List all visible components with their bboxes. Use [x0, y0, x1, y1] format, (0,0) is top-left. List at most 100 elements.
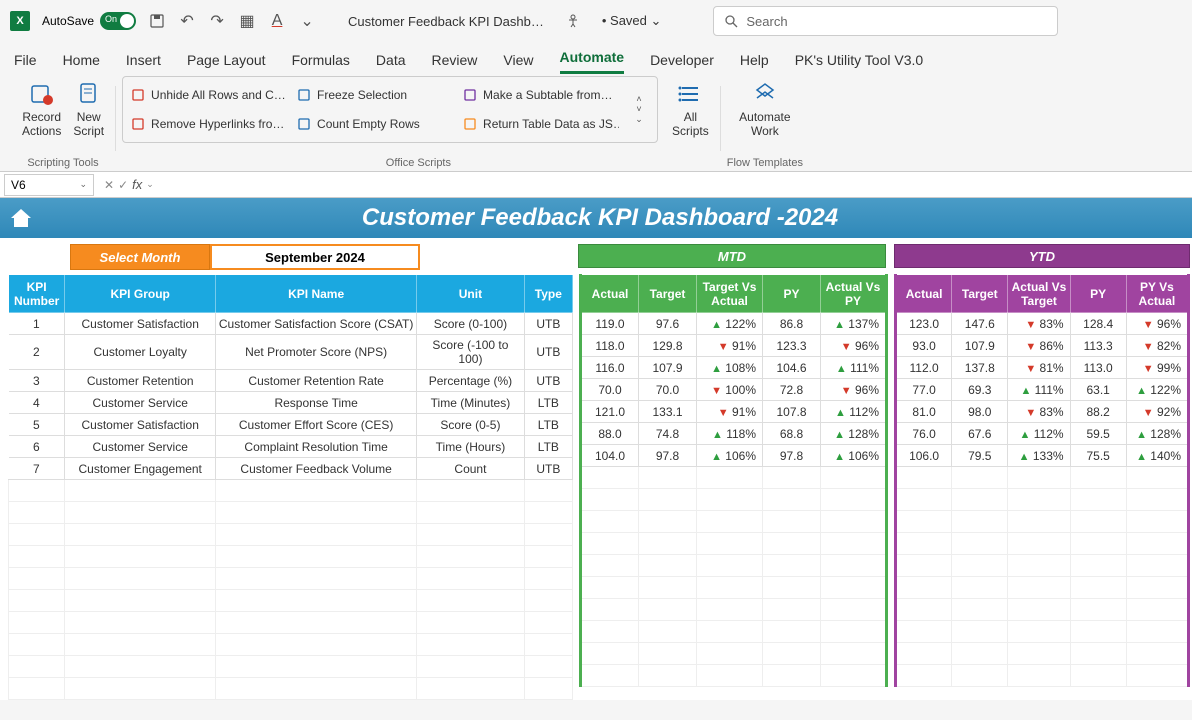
- col-header: PY: [1070, 275, 1126, 313]
- table-row: 106.079.5▲ 133%75.5▲ 140%: [896, 445, 1189, 467]
- group-label: Office Scripts: [386, 157, 451, 171]
- tab-review[interactable]: Review: [432, 52, 478, 74]
- fx-icon[interactable]: fx: [132, 177, 142, 192]
- script-gallery[interactable]: Unhide All Rows and C…Freeze SelectionMa…: [122, 76, 658, 143]
- col-header: KPI Name: [216, 275, 417, 313]
- select-month-value[interactable]: September 2024: [210, 244, 420, 270]
- document-title: Customer Feedback KPI Dashb…: [348, 14, 544, 29]
- col-header: KPI Group: [65, 275, 216, 313]
- col-header: Actual VsPY: [821, 275, 887, 313]
- home-icon[interactable]: [8, 205, 34, 231]
- script-item[interactable]: Freeze Selection: [293, 81, 453, 108]
- select-month-label: Select Month: [70, 244, 210, 270]
- table-row: 76.067.6▲ 112%59.5▲ 128%: [896, 423, 1189, 445]
- tab-formulas[interactable]: Formulas: [292, 52, 350, 74]
- table-row: 6Customer ServiceComplaint Resolution Ti…: [9, 436, 573, 458]
- more-icon[interactable]: ⌄: [298, 12, 316, 30]
- chevron-down-icon[interactable]: ⌄: [79, 179, 87, 190]
- col-header: Target VsActual: [697, 275, 763, 313]
- col-header: PY: [763, 275, 821, 313]
- save-icon[interactable]: [148, 12, 166, 30]
- new-script-button[interactable]: New Script: [67, 76, 110, 143]
- accessibility-icon[interactable]: [564, 12, 582, 30]
- ytd-section-label: YTD: [894, 244, 1190, 268]
- automate-work-button[interactable]: Automate Work: [733, 76, 796, 143]
- search-input[interactable]: Search: [713, 6, 1058, 36]
- scripting-tools-group: Record Actions New Script Scripting Tool…: [10, 76, 116, 171]
- redo-icon[interactable]: ↷: [208, 12, 226, 30]
- tab-view[interactable]: View: [503, 52, 533, 74]
- borders-icon[interactable]: ▦: [238, 12, 256, 30]
- tab-home[interactable]: Home: [63, 52, 100, 74]
- all-scripts-button[interactable]: All Scripts: [666, 76, 715, 143]
- dashboard: Customer Feedback KPI Dashboard -2024 Se…: [0, 198, 1192, 700]
- table-row: 4Customer ServiceResponse TimeTime (Minu…: [9, 392, 573, 414]
- script-item[interactable]: Return Table Data as JS…: [459, 110, 619, 137]
- gallery-scroll[interactable]: ˄˅⌄: [625, 81, 653, 138]
- script-item[interactable]: Make a Subtable from…: [459, 81, 619, 108]
- table-row: 7Customer EngagementCustomer Feedback Vo…: [9, 458, 573, 480]
- formula-input[interactable]: [160, 174, 1192, 196]
- table-row: 3Customer RetentionCustomer Retention Ra…: [9, 370, 573, 392]
- tab-file[interactable]: File: [14, 52, 37, 74]
- font-color-icon[interactable]: A: [268, 12, 286, 30]
- search-icon: [724, 14, 738, 28]
- ribbon: Record Actions New Script Scripting Tool…: [0, 74, 1192, 172]
- table-row: 119.097.6▲ 122%86.8▲ 137%: [581, 313, 887, 335]
- name-box[interactable]: V6 ⌄: [4, 174, 94, 196]
- col-header: Actual VsTarget: [1008, 275, 1070, 313]
- title-bar: X AutoSave On ↶ ↷ ▦ A ⌄ Customer Feedbac…: [0, 0, 1192, 42]
- record-actions-button[interactable]: Record Actions: [16, 76, 67, 143]
- table-row: 5Customer SatisfactionCustomer Effort Sc…: [9, 414, 573, 436]
- col-header: Actual: [896, 275, 952, 313]
- script-item[interactable]: Count Empty Rows: [293, 110, 453, 137]
- table-row: 2Customer LoyaltyNet Promoter Score (NPS…: [9, 335, 573, 370]
- chevron-down-icon[interactable]: ⌄: [146, 179, 154, 190]
- tab-automate[interactable]: Automate: [560, 49, 625, 74]
- col-header: Target: [639, 275, 697, 313]
- autosave-label: AutoSave: [42, 14, 94, 28]
- table-row: 118.0129.8▼ 91%123.3▼ 96%: [581, 335, 887, 357]
- col-header: Type: [524, 275, 572, 313]
- month-selector: Select Month September 2024: [70, 244, 420, 270]
- tab-insert[interactable]: Insert: [126, 52, 161, 74]
- col-header: Actual: [581, 275, 639, 313]
- group-label: Flow Templates: [727, 157, 803, 171]
- tab-data[interactable]: Data: [376, 52, 406, 74]
- table-row: 77.069.3▲ 111%63.1▲ 122%: [896, 379, 1189, 401]
- table-row: 112.0137.8▼ 81%113.0▼ 99%: [896, 357, 1189, 379]
- col-header: Unit: [417, 275, 525, 313]
- dashboard-header: Customer Feedback KPI Dashboard -2024: [0, 198, 1192, 238]
- autosave-toggle[interactable]: AutoSave On: [42, 12, 136, 30]
- table-row: 121.0133.1▼ 91%107.8▲ 112%: [581, 401, 887, 423]
- table-row: 88.074.8▲ 118%68.8▲ 128%: [581, 423, 887, 445]
- cancel-formula-icon[interactable]: ✕: [104, 178, 114, 192]
- tab-pk-s-utility-tool-v3-0[interactable]: PK's Utility Tool V3.0: [795, 52, 923, 74]
- script-item[interactable]: Remove Hyperlinks fro…: [127, 110, 287, 137]
- dashboard-title: Customer Feedback KPI Dashboard -2024: [48, 204, 1152, 232]
- toggle-switch[interactable]: On: [100, 12, 136, 30]
- table-row: 123.0147.6▼ 83%128.4▼ 96%: [896, 313, 1189, 335]
- table-row: 81.098.0▼ 83%88.2▼ 92%: [896, 401, 1189, 423]
- group-label: Scripting Tools: [27, 157, 98, 171]
- table-row: 116.0107.9▲ 108%104.6▲ 111%: [581, 357, 887, 379]
- tab-help[interactable]: Help: [740, 52, 769, 74]
- col-header: PY VsActual: [1126, 275, 1188, 313]
- kpi-info-table: KPINumberKPI GroupKPI NameUnitType1Custo…: [8, 274, 573, 700]
- tab-developer[interactable]: Developer: [650, 52, 714, 74]
- undo-icon[interactable]: ↶: [178, 12, 196, 30]
- col-header: Target: [952, 275, 1008, 313]
- table-row: 93.0107.9▼ 86%113.3▼ 82%: [896, 335, 1189, 357]
- ytd-table: ActualTargetActual VsTargetPYPY VsActual…: [894, 274, 1190, 700]
- col-header: KPINumber: [9, 275, 65, 313]
- script-item[interactable]: Unhide All Rows and C…: [127, 81, 287, 108]
- table-row: 1Customer SatisfactionCustomer Satisfact…: [9, 313, 573, 335]
- tab-page-layout[interactable]: Page Layout: [187, 52, 266, 74]
- table-row: 104.097.8▲ 106%97.8▲ 106%: [581, 445, 887, 467]
- saved-status[interactable]: • Saved ⌄: [602, 13, 662, 29]
- ribbon-tabs: File Home Insert Page Layout Formulas Data Rev…: [0, 42, 1192, 74]
- formula-bar: V6 ⌄ ✕ ✓ fx ⌄: [0, 172, 1192, 198]
- accept-formula-icon[interactable]: ✓: [118, 178, 128, 192]
- excel-icon: X: [10, 11, 30, 31]
- table-row: 70.070.0▼ 100%72.8▼ 96%: [581, 379, 887, 401]
